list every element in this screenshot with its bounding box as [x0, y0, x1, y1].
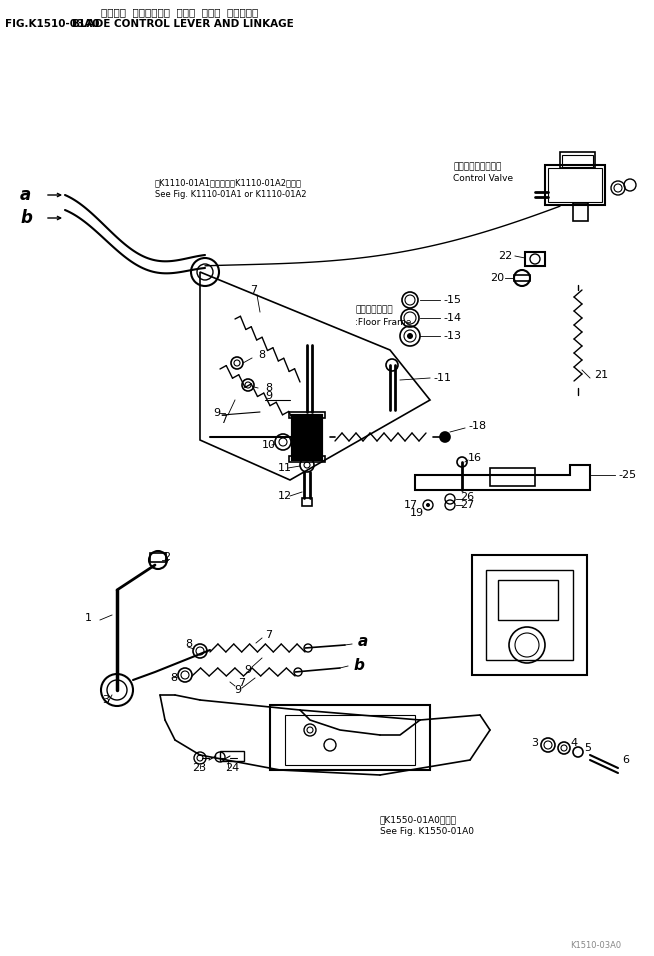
Text: 21: 21 — [594, 370, 608, 380]
Text: 3: 3 — [102, 695, 109, 705]
Text: b: b — [20, 209, 32, 227]
Text: -15: -15 — [443, 295, 461, 305]
Text: See Fig. K1110-01A1 or K1110-01A2: See Fig. K1110-01A1 or K1110-01A2 — [155, 189, 307, 199]
Text: 8: 8 — [170, 673, 177, 683]
Text: 22: 22 — [498, 251, 512, 261]
Text: 4: 4 — [570, 738, 577, 748]
Bar — [302, 498, 312, 506]
Bar — [545, 165, 605, 205]
Bar — [270, 705, 430, 770]
Text: 16: 16 — [468, 453, 482, 463]
Bar — [150, 553, 166, 562]
Text: 8: 8 — [258, 350, 265, 360]
Text: 第K1550-01A0図参照: 第K1550-01A0図参照 — [380, 815, 457, 824]
Text: 6: 6 — [622, 755, 629, 765]
Text: 20: 20 — [490, 273, 504, 283]
Text: 7: 7 — [265, 630, 272, 640]
Text: 26: 26 — [460, 492, 474, 502]
Text: a: a — [358, 635, 368, 649]
Text: 17: 17 — [404, 500, 418, 510]
Text: a: a — [20, 186, 31, 204]
Text: 12: 12 — [278, 491, 292, 501]
Bar — [486, 570, 573, 660]
Text: 9: 9 — [234, 685, 241, 695]
Bar — [285, 715, 415, 765]
Text: コントロールバルブ: コントロールバルブ — [453, 163, 502, 171]
Text: See Fig. K1550-01A0: See Fig. K1550-01A0 — [380, 828, 474, 836]
Text: ブレード  コントロール  レバー  および  リンケージ: ブレード コントロール レバー および リンケージ — [101, 7, 258, 17]
Text: フロアフレーム: フロアフレーム — [355, 306, 392, 315]
Text: 5: 5 — [584, 743, 591, 753]
Bar — [289, 412, 325, 418]
Text: 9: 9 — [244, 665, 251, 675]
Text: 7: 7 — [250, 285, 257, 295]
Bar — [548, 168, 602, 202]
Bar — [490, 468, 535, 486]
Bar — [498, 580, 558, 620]
Text: b: b — [354, 658, 365, 672]
Text: K1510-03A0: K1510-03A0 — [570, 941, 621, 949]
Bar — [514, 275, 530, 281]
Text: 2: 2 — [163, 552, 170, 562]
Text: 19: 19 — [410, 508, 424, 518]
Text: -11: -11 — [433, 373, 451, 383]
Text: -18: -18 — [468, 421, 486, 431]
Text: -14: -14 — [443, 313, 461, 323]
Bar — [525, 252, 545, 266]
Text: -25: -25 — [618, 470, 636, 480]
Text: 9: 9 — [265, 391, 272, 401]
Text: 1: 1 — [85, 613, 92, 623]
Bar — [220, 751, 244, 761]
Bar — [289, 456, 325, 462]
Bar — [573, 203, 588, 221]
Text: 7: 7 — [238, 678, 245, 688]
Circle shape — [440, 432, 450, 442]
Text: 27: 27 — [460, 500, 474, 510]
Text: 8: 8 — [185, 639, 192, 649]
Text: 第K1110-01A1図または第K1110-01A2図参照: 第K1110-01A1図または第K1110-01A2図参照 — [155, 179, 302, 187]
Circle shape — [407, 333, 413, 339]
Circle shape — [426, 503, 430, 507]
Bar — [292, 415, 322, 460]
Text: 8: 8 — [265, 383, 272, 393]
Text: 3: 3 — [531, 738, 538, 748]
Text: -13: -13 — [443, 331, 461, 341]
Bar — [562, 155, 593, 167]
Text: :Floor Frame: :Floor Frame — [355, 317, 411, 327]
Bar — [560, 152, 595, 168]
Bar — [472, 555, 587, 675]
Text: 11: 11 — [278, 463, 292, 473]
Text: BLADE CONTROL LEVER AND LINKAGE: BLADE CONTROL LEVER AND LINKAGE — [72, 19, 294, 29]
Text: 7: 7 — [220, 415, 227, 425]
Text: 23: 23 — [192, 763, 206, 773]
Text: Control Valve: Control Valve — [453, 173, 513, 183]
Text: 9: 9 — [213, 408, 220, 418]
Text: FIG.K1510-03A0: FIG.K1510-03A0 — [5, 19, 99, 29]
Bar — [292, 415, 322, 460]
Text: 10: 10 — [262, 440, 276, 450]
Text: 24: 24 — [225, 763, 239, 773]
